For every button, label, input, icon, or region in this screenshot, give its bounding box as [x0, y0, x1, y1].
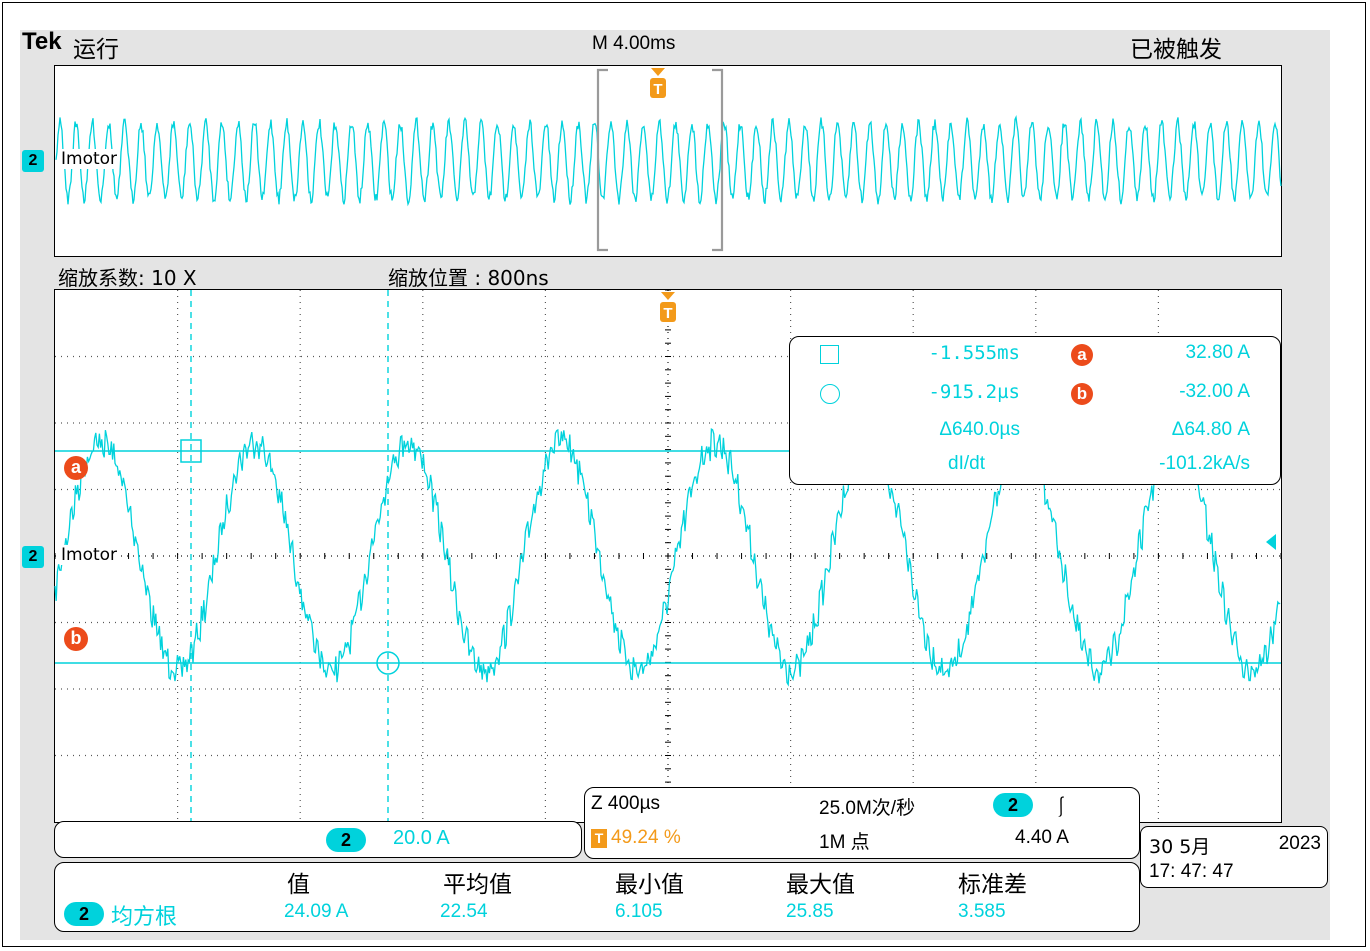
trigger-channel-badge: 2 [993, 793, 1033, 817]
year-label: 2023 [1278, 833, 1321, 854]
main-trigger-marker-label: T [663, 305, 672, 322]
measure-stddev: 3.585 [958, 901, 1006, 922]
measure-name: 均方根 [111, 905, 178, 930]
overview-trigger-marker-arrow [651, 68, 665, 76]
measure-channel-badge: 2 [64, 902, 104, 926]
cursor-a-value: 32.80 A [1185, 342, 1250, 363]
value-delta: Δ64.80 A [1171, 419, 1250, 440]
trigger-slope-icon: ⎰ [1051, 795, 1071, 819]
trigger-state: 已被触发 [1130, 37, 1222, 63]
measure-header-value: 值 [287, 872, 310, 898]
time-label: 17: 47: 47 [1149, 861, 1234, 882]
overview-trigger-marker-label: T [653, 81, 662, 98]
zoom-position: 缩放位置 : 800ns [388, 266, 549, 290]
measure-mean: 22.54 [440, 901, 488, 922]
measure-header-stddev: 标准差 [958, 872, 1027, 898]
main-trigger-marker-box [660, 302, 676, 322]
cursor-b-marker[interactable]: b [64, 627, 88, 651]
cursor-time-1: -1.555ms [928, 342, 1020, 364]
square-cursor-icon [820, 345, 839, 364]
overview-channel-label: Imotor [61, 149, 118, 169]
record-length: 1M 点 [819, 832, 870, 853]
channel-scale-value: 20.0 A [393, 827, 450, 849]
measure-min: 6.105 [615, 901, 663, 922]
main-trigger-marker-arrow [661, 292, 675, 300]
measure-value: 24.09 A [284, 901, 349, 922]
square-cursor-marker [180, 439, 202, 463]
measurement-panel[interactable]: 值 平均值 最小值 最大值 标准差 2 均方根 24.09 A 22.54 6.… [54, 862, 1140, 932]
sample-rate: 25.0M次/秒 [819, 798, 916, 819]
timebase-readout: M 4.00ms [592, 33, 676, 54]
main-channel-marker[interactable]: 2 [22, 546, 44, 568]
trigger-level-indicator [1266, 534, 1276, 550]
zoom-time: Z 400µs [591, 793, 661, 814]
datetime-panel: 30 5月 2023 17: 47: 47 [1140, 826, 1328, 888]
main-channel-label: Imotor [61, 545, 118, 565]
measure-header-mean: 平均值 [443, 872, 512, 898]
measure-header-min: 最小值 [615, 872, 684, 898]
readout-b-badge: b [1071, 383, 1093, 405]
zoom-window-left-bracket [596, 68, 608, 252]
circle-cursor-icon [820, 384, 840, 404]
channel-scale-panel[interactable]: 2 20.0 A [54, 821, 582, 858]
circle-cursor-marker [376, 651, 400, 675]
date-label: 30 5月 [1149, 836, 1211, 858]
overview-waveform-trace [55, 115, 1282, 207]
trigger-position: 49.24 % [611, 827, 681, 848]
brand-logo: Tek [22, 28, 62, 55]
cursor-a-marker[interactable]: a [64, 456, 88, 480]
run-state: 运行 [73, 37, 119, 63]
cursor-readout-panel: -1.555ms -915.2µs Δ640.0µs dI/dt a b 32.… [789, 336, 1281, 485]
readout-a-badge: a [1071, 344, 1093, 366]
cursor-time-2: -915.2µs [928, 381, 1020, 403]
rate-label: dI/dt [948, 453, 985, 474]
zoom-factor: 缩放系数: 10 X [58, 266, 197, 290]
cursor-time-delta: Δ640.0µs [939, 419, 1020, 440]
rate-value: -101.2kA/s [1159, 453, 1250, 474]
trigger-level: 4.40 A [1015, 827, 1069, 848]
main-waveform-trace [54, 427, 1281, 687]
cursor-b-value: -32.00 A [1179, 381, 1250, 402]
measure-max: 25.85 [786, 901, 834, 922]
overview-channel-marker[interactable]: 2 [22, 150, 44, 172]
overview-trigger-marker-box [650, 78, 666, 98]
zoom-window-right-bracket [712, 68, 724, 252]
scale-channel-badge: 2 [326, 828, 366, 852]
acquisition-panel[interactable]: Z 400µs 25.0M次/秒 2 ⎰ T 49.24 % 1M 点 4.40… [584, 787, 1140, 859]
measure-header-max: 最大值 [786, 872, 855, 898]
trigger-position-icon: T [591, 829, 607, 848]
